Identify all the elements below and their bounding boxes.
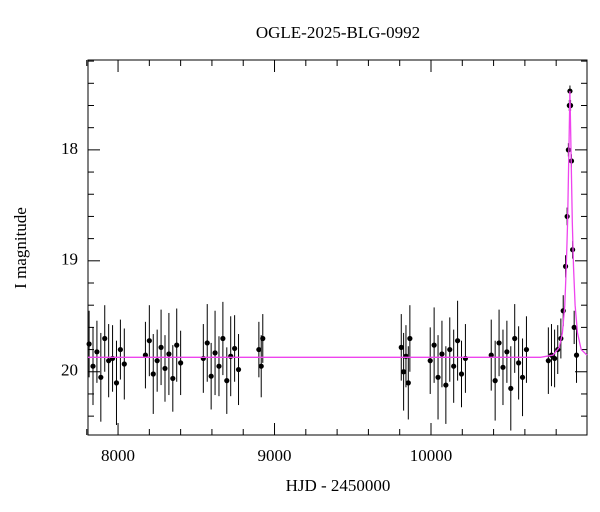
chart-title: OGLE-2025-BLG-0992	[256, 23, 420, 42]
data-point	[98, 374, 104, 380]
data-point	[562, 263, 569, 269]
data-point	[462, 355, 469, 362]
y-tick-label: 20	[61, 361, 78, 380]
data-point	[260, 335, 266, 342]
data-point	[405, 380, 411, 386]
data-point	[398, 344, 404, 350]
data-point	[216, 363, 222, 369]
data-point	[504, 349, 510, 355]
data-point	[573, 352, 580, 358]
plot-frame	[87, 59, 588, 436]
model-curve	[88, 91, 588, 358]
data-point	[113, 380, 120, 386]
data-point	[204, 340, 210, 346]
data-point	[431, 342, 437, 348]
data-point	[102, 335, 108, 342]
data-point	[146, 338, 152, 344]
data-point	[496, 340, 502, 346]
data-point	[117, 346, 123, 353]
data-point	[407, 335, 413, 342]
data-point	[166, 351, 172, 357]
data-point	[158, 344, 164, 350]
data-point	[220, 335, 226, 342]
data-point	[552, 355, 558, 362]
data-point	[571, 324, 577, 330]
data-point	[427, 358, 433, 364]
data-point	[443, 382, 449, 388]
data-point	[106, 358, 112, 364]
data-point	[516, 360, 522, 366]
data-point	[454, 338, 461, 344]
data-point	[170, 375, 176, 382]
data-point	[512, 335, 518, 342]
data-point	[235, 366, 242, 373]
data-point	[256, 346, 262, 353]
data-point	[435, 374, 441, 380]
y-tick-label: 18	[61, 139, 78, 158]
data-point	[447, 346, 453, 353]
data-point	[523, 346, 530, 353]
data-point	[200, 355, 206, 362]
data-point	[458, 371, 465, 377]
data-point	[121, 361, 127, 367]
x-tick-label: 10000	[410, 446, 453, 465]
data-point	[403, 353, 409, 359]
data-point	[492, 378, 498, 384]
data-point	[142, 352, 149, 358]
data-point	[451, 363, 457, 369]
data-point	[178, 360, 184, 366]
data-point	[150, 371, 156, 377]
data-point	[508, 385, 514, 392]
y-axis-label: I magnitude	[11, 207, 30, 289]
data-point	[212, 350, 218, 356]
data-point	[94, 349, 100, 355]
data-point	[86, 341, 92, 347]
data-point	[500, 364, 506, 370]
data-point	[258, 363, 264, 369]
data-point	[109, 355, 116, 362]
data-point	[154, 358, 160, 364]
y-tick-label: 19	[61, 250, 78, 269]
data-point	[228, 353, 234, 359]
data-point	[439, 351, 445, 357]
data-point	[488, 352, 494, 358]
data-point	[90, 363, 96, 369]
data-point	[401, 369, 407, 375]
data-point	[174, 342, 180, 348]
data-point	[232, 345, 238, 352]
data-point	[162, 365, 168, 372]
data-point	[567, 88, 573, 94]
data-point	[545, 358, 551, 364]
data-point	[208, 373, 214, 379]
data-point	[519, 374, 526, 380]
data-point	[224, 378, 230, 384]
x-tick-label: 9000	[258, 446, 292, 465]
x-axis-label: HJD - 2450000	[286, 476, 391, 495]
x-tick-label: 8000	[101, 446, 135, 465]
